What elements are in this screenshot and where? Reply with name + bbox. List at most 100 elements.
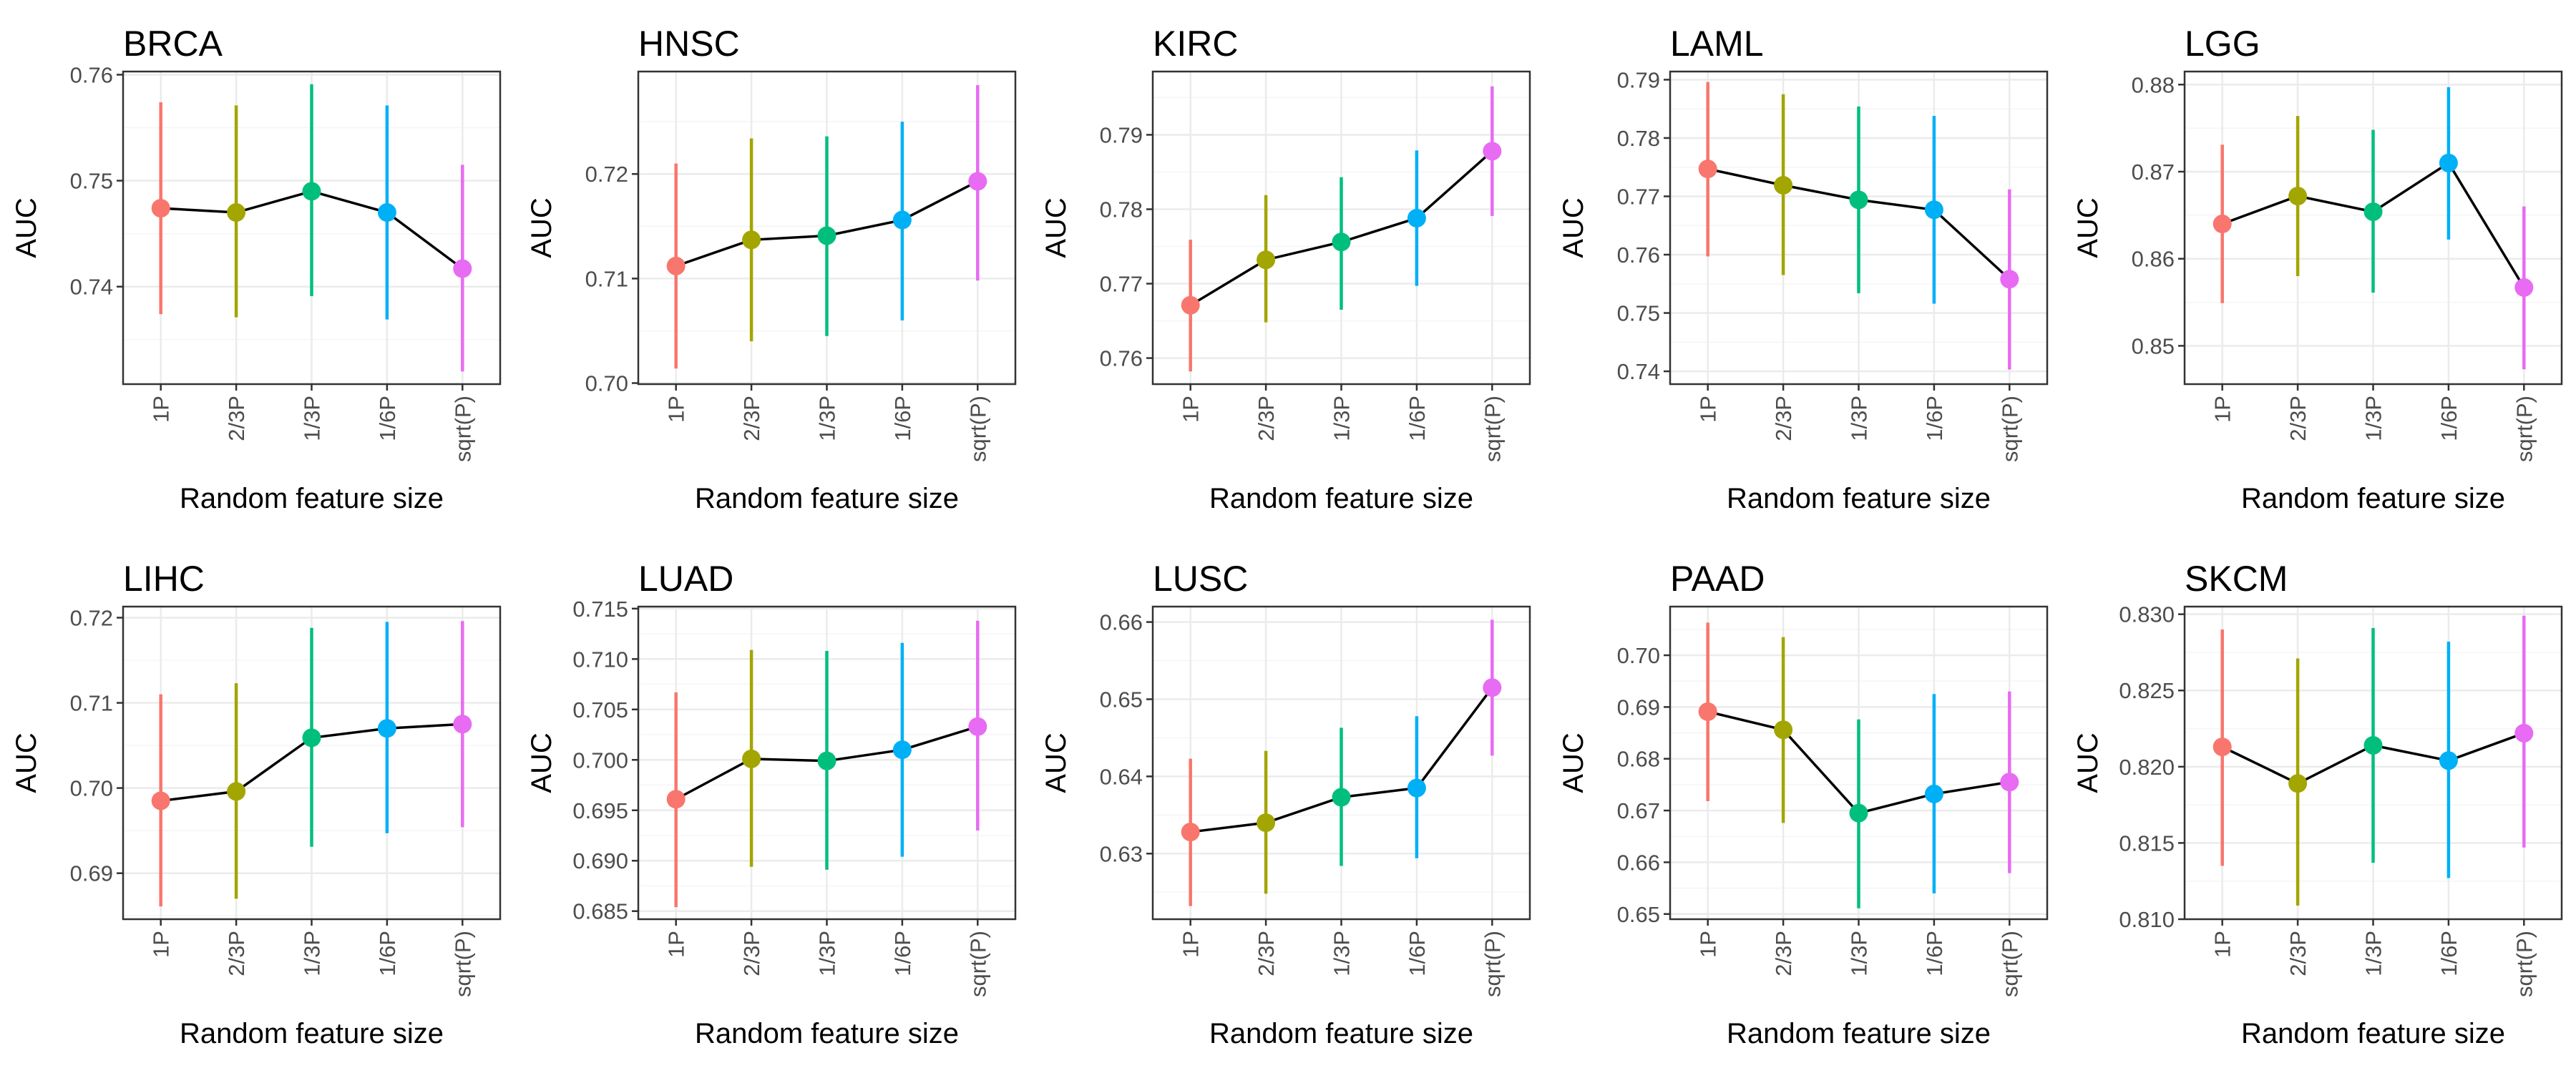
data-point-sqrt(P) xyxy=(453,715,472,734)
x-tick-label: 2/3P xyxy=(1771,396,1796,441)
x-tick-label: 1/6P xyxy=(1405,396,1430,441)
y-tick-label: 0.815 xyxy=(2119,831,2175,856)
data-point-2/3P xyxy=(2288,187,2308,206)
y-tick-label: 0.78 xyxy=(1617,126,1660,151)
y-tick-label: 0.710 xyxy=(572,647,628,672)
y-tick-label: 0.88 xyxy=(2132,72,2175,97)
y-tick-label: 0.78 xyxy=(1100,197,1143,222)
data-point-1/3P xyxy=(1332,788,1351,807)
data-point-1/6P xyxy=(892,740,912,760)
x-axis-title: Random feature size xyxy=(1209,483,1473,514)
x-tick-label: 1/3P xyxy=(2361,931,2386,976)
y-tick-label: 0.86 xyxy=(2132,247,2175,272)
x-tick-label: 1P xyxy=(664,931,689,958)
y-tick-label: 0.85 xyxy=(2132,333,2175,358)
y-tick-label: 0.72 xyxy=(70,605,113,630)
x-tick-label: 1/6P xyxy=(1922,396,1947,441)
x-tick-label: 1P xyxy=(2210,396,2235,423)
x-tick-label: 1/3P xyxy=(300,931,325,976)
data-point-sqrt(P) xyxy=(2514,278,2534,297)
panel-title: PAAD xyxy=(1670,559,1765,599)
panel-title: LUSC xyxy=(1153,559,1248,599)
x-tick-label: 1P xyxy=(664,396,689,423)
x-tick-label: 1/6P xyxy=(375,931,400,976)
y-tick-label: 0.63 xyxy=(1100,841,1143,866)
y-axis-title: AUC xyxy=(1040,197,1072,258)
panel-title: KIRC xyxy=(1153,24,1238,64)
data-point-1P xyxy=(666,790,686,809)
y-tick-label: 0.74 xyxy=(70,275,113,300)
x-tick-label: 1/6P xyxy=(375,396,400,441)
x-tick-label: 1/3P xyxy=(815,931,840,976)
x-tick-label: 1P xyxy=(1696,931,1721,958)
y-tick-label: 0.71 xyxy=(70,691,113,716)
x-axis-title: Random feature size xyxy=(1727,483,1991,514)
data-point-1/3P xyxy=(1332,232,1351,252)
data-point-sqrt(P) xyxy=(968,172,987,191)
data-point-1/6P xyxy=(2439,751,2458,770)
y-tick-label: 0.820 xyxy=(2119,755,2175,780)
x-tick-label: 1/3P xyxy=(300,396,325,441)
x-tick-label: 1/6P xyxy=(1405,931,1430,976)
x-tick-label: 2/3P xyxy=(224,396,249,441)
data-point-1/6P xyxy=(1924,200,1943,220)
x-tick-label: 1/6P xyxy=(890,931,915,976)
panel-lgg: 0.85 0.86 0.87 0.88 1P 2/3P 1/3P 1/6P sqrt(P) LGG… xyxy=(2072,24,2563,514)
y-axis-title: AUC xyxy=(11,197,42,258)
data-point-2/3P xyxy=(227,203,246,222)
y-tick-label: 0.76 xyxy=(1617,242,1660,268)
data-point-1P xyxy=(151,791,170,810)
data-point-1P xyxy=(1698,160,1717,179)
data-point-1/3P xyxy=(302,728,321,748)
y-axis-title: AUC xyxy=(1040,733,1072,793)
data-point-1/3P xyxy=(1849,803,1868,823)
data-point-1P xyxy=(1181,295,1200,315)
y-tick-label: 0.690 xyxy=(572,848,628,873)
x-tick-label: 1P xyxy=(2210,931,2235,958)
y-tick-label: 0.65 xyxy=(1100,687,1143,712)
x-tick-label: 1/3P xyxy=(1847,931,1872,976)
x-tick-label: 1/6P xyxy=(2436,396,2462,441)
x-tick-label: 1/3P xyxy=(1330,396,1355,441)
y-tick-label: 0.70 xyxy=(1617,643,1660,668)
data-point-1/3P xyxy=(2363,202,2383,221)
y-tick-label: 0.830 xyxy=(2119,602,2175,627)
data-point-2/3P xyxy=(227,782,246,801)
panel-luad: 0.685 0.690 0.695 0.700 0.705 0.710 0.715 1P 2/3… xyxy=(526,559,1017,1049)
x-tick-label: sqrt(P) xyxy=(2512,931,2537,997)
y-tick-label: 0.70 xyxy=(585,371,628,396)
panel-kirc: 0.76 0.77 0.78 0.79 1P 2/3P 1/3P 1/6P sqrt(P) KIR… xyxy=(1040,24,1531,514)
x-tick-label: 2/3P xyxy=(2285,931,2311,976)
x-tick-label: 2/3P xyxy=(739,931,764,976)
y-tick-label: 0.66 xyxy=(1100,610,1143,635)
data-point-1/3P xyxy=(1849,190,1868,210)
y-tick-label: 0.66 xyxy=(1617,850,1660,875)
data-point-2/3P xyxy=(1774,720,1793,740)
y-tick-label: 0.79 xyxy=(1100,122,1143,147)
x-tick-label: 2/3P xyxy=(1771,931,1796,976)
data-point-1P xyxy=(1698,702,1717,721)
x-tick-label: sqrt(P) xyxy=(1997,396,2022,462)
x-tick-label: 1/3P xyxy=(2361,396,2386,441)
y-axis-title: AUC xyxy=(2072,197,2104,258)
data-point-sqrt(P) xyxy=(2000,773,2019,792)
x-axis-title: Random feature size xyxy=(1727,1018,1991,1049)
data-point-sqrt(P) xyxy=(1483,678,1502,697)
x-tick-label: 2/3P xyxy=(1254,931,1279,976)
y-tick-label: 0.79 xyxy=(1617,67,1660,92)
x-tick-label: 2/3P xyxy=(2285,396,2311,441)
panel-title: BRCA xyxy=(123,24,223,64)
data-point-sqrt(P) xyxy=(2514,723,2534,743)
data-point-1P xyxy=(2212,215,2232,234)
y-tick-label: 0.68 xyxy=(1617,747,1660,772)
y-tick-label: 0.74 xyxy=(1617,359,1660,384)
y-axis-title: AUC xyxy=(526,197,557,258)
x-tick-label: 2/3P xyxy=(739,396,764,441)
y-tick-label: 0.67 xyxy=(1617,798,1660,823)
x-tick-label: 1/3P xyxy=(1847,396,1872,441)
y-tick-label: 0.75 xyxy=(1617,301,1660,326)
x-tick-label: 1/3P xyxy=(1330,931,1355,976)
data-point-1/3P xyxy=(817,226,836,245)
data-point-1/6P xyxy=(377,203,396,222)
